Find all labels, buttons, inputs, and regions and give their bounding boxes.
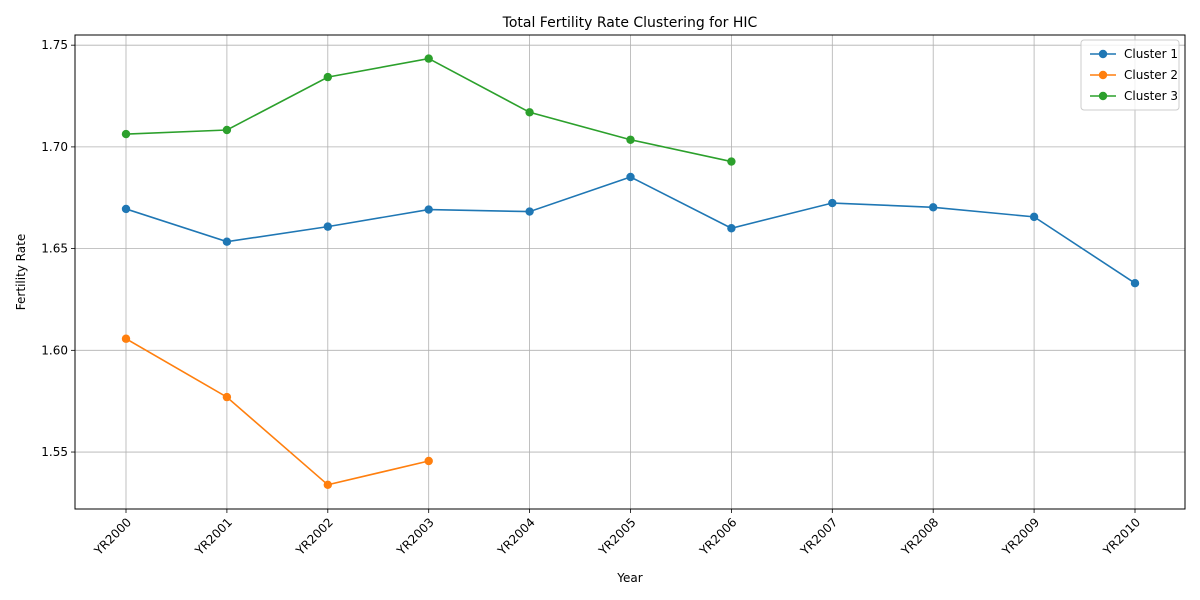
series-line <box>125 338 429 486</box>
data-point <box>1130 278 1140 288</box>
data-point <box>323 72 332 82</box>
legend-label: Cluster 1 <box>1124 47 1178 61</box>
data-point <box>121 129 131 139</box>
legend-entry: Cluster 3 <box>1090 89 1178 103</box>
data-point <box>222 392 232 402</box>
data-point <box>525 108 534 117</box>
data-point <box>222 237 232 246</box>
data-point <box>626 172 635 182</box>
legend-marker <box>1098 49 1108 59</box>
x-tick-label: YR2005 <box>595 515 638 558</box>
data-point <box>121 204 131 214</box>
y-tick-label: 1.55 <box>41 445 68 459</box>
data-point <box>929 203 938 212</box>
x-tick-label: YR2000 <box>91 515 134 558</box>
chart-title: Total Fertility Rate Clustering for HIC <box>502 15 758 31</box>
data-point <box>424 205 433 214</box>
series-3 <box>121 54 736 166</box>
x-tick-label: YR2006 <box>696 515 739 558</box>
x-axis-label: Year <box>616 571 642 585</box>
legend-entry: Cluster 2 <box>1090 68 1178 82</box>
x-tick-label: YR2007 <box>797 515 840 558</box>
data-point <box>424 54 433 63</box>
legend-entry: Cluster 1 <box>1090 47 1178 61</box>
x-tick-label: YR2003 <box>394 515 437 558</box>
y-axis-label: Fertility Rate <box>14 234 28 310</box>
data-point <box>323 222 332 231</box>
legend: Cluster 1 Cluster 2 Cluster 3 <box>1080 39 1180 111</box>
x-tick-label: YR2009 <box>999 515 1042 558</box>
series-1 <box>121 172 1140 288</box>
data-point <box>727 224 736 233</box>
data-point <box>727 157 736 166</box>
data-point <box>626 135 635 144</box>
legend-label: Cluster 2 <box>1124 68 1178 82</box>
series-layer <box>121 54 1140 489</box>
grid-layer <box>75 35 1185 509</box>
data-point <box>828 198 837 208</box>
data-point <box>525 207 534 216</box>
y-tick-label: 1.75 <box>41 38 68 52</box>
y-tick-label: 1.65 <box>41 242 68 256</box>
y-tick-label: 1.60 <box>41 343 68 357</box>
legend-marker <box>1098 91 1108 101</box>
data-point <box>1029 212 1039 222</box>
legend-marker <box>1098 70 1108 80</box>
x-tick-label: YR2002 <box>293 515 336 558</box>
y-tick-label: 1.70 <box>41 140 68 154</box>
data-point <box>424 456 433 466</box>
x-tick-label: YR2010 <box>1100 515 1143 558</box>
data-point <box>121 334 131 343</box>
plot-area-frame <box>74 34 1186 510</box>
legend-box <box>1080 39 1180 111</box>
x-tick-label: YR2004 <box>494 515 537 558</box>
data-point <box>323 480 332 489</box>
series-2 <box>121 334 433 489</box>
axis-layer: YR2000 YR2001 YR2002 YR2003 YR2004 YR2005 YR20… <box>41 38 1143 558</box>
x-tick-label: YR2001 <box>192 515 235 558</box>
data-point <box>222 125 232 135</box>
legend-label: Cluster 3 <box>1124 89 1178 103</box>
x-tick-label: YR2008 <box>898 515 941 558</box>
